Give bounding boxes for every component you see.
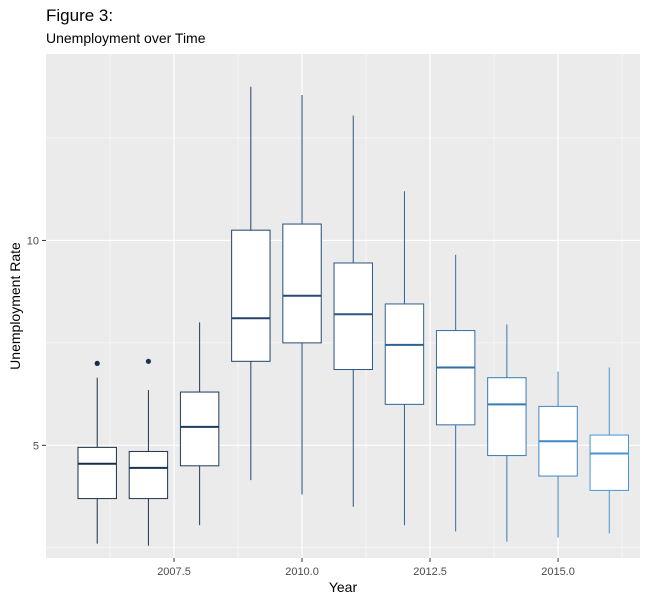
outlier-point xyxy=(94,360,100,366)
figure-title: Figure 3: xyxy=(46,6,114,25)
box-2012 xyxy=(384,191,425,526)
box-2009 xyxy=(231,86,271,481)
x-tick-label: 2010.0 xyxy=(285,566,319,578)
box-2013 xyxy=(435,254,476,532)
box-iqr xyxy=(487,377,527,457)
figure-subtitle: Unemployment over Time xyxy=(46,30,206,46)
box-2010 xyxy=(282,94,322,495)
x-axis-title: Year xyxy=(329,579,358,595)
box-series xyxy=(77,86,629,546)
x-tick-label: 2015.0 xyxy=(541,566,575,578)
box-iqr xyxy=(435,330,476,426)
box-iqr xyxy=(282,223,322,344)
box-iqr xyxy=(333,262,373,371)
outlier-point xyxy=(145,358,152,364)
box-2014 xyxy=(487,324,527,542)
box-2015 xyxy=(538,371,578,538)
box-iqr xyxy=(384,303,425,405)
box-iqr xyxy=(128,450,169,500)
box-2016 xyxy=(589,367,629,534)
box-2008 xyxy=(179,322,220,526)
box-iqr xyxy=(231,229,271,362)
box-iqr xyxy=(77,446,117,500)
box-2011 xyxy=(333,115,373,507)
x-tick-label: 2012.5 xyxy=(413,566,447,578)
y-axis-title: Unemployment Rate xyxy=(7,242,23,370)
y-tick-label: 5 xyxy=(33,440,39,452)
y-tick-label: 10 xyxy=(27,235,39,247)
box-iqr xyxy=(589,434,629,491)
box-iqr xyxy=(179,391,220,467)
box-2007 xyxy=(128,358,169,546)
x-tick-label: 2007.5 xyxy=(157,566,191,578)
box-2006 xyxy=(77,360,117,544)
axes: 2007.5 2010.0 2012.5 2015.0 5 10 xyxy=(27,235,575,578)
